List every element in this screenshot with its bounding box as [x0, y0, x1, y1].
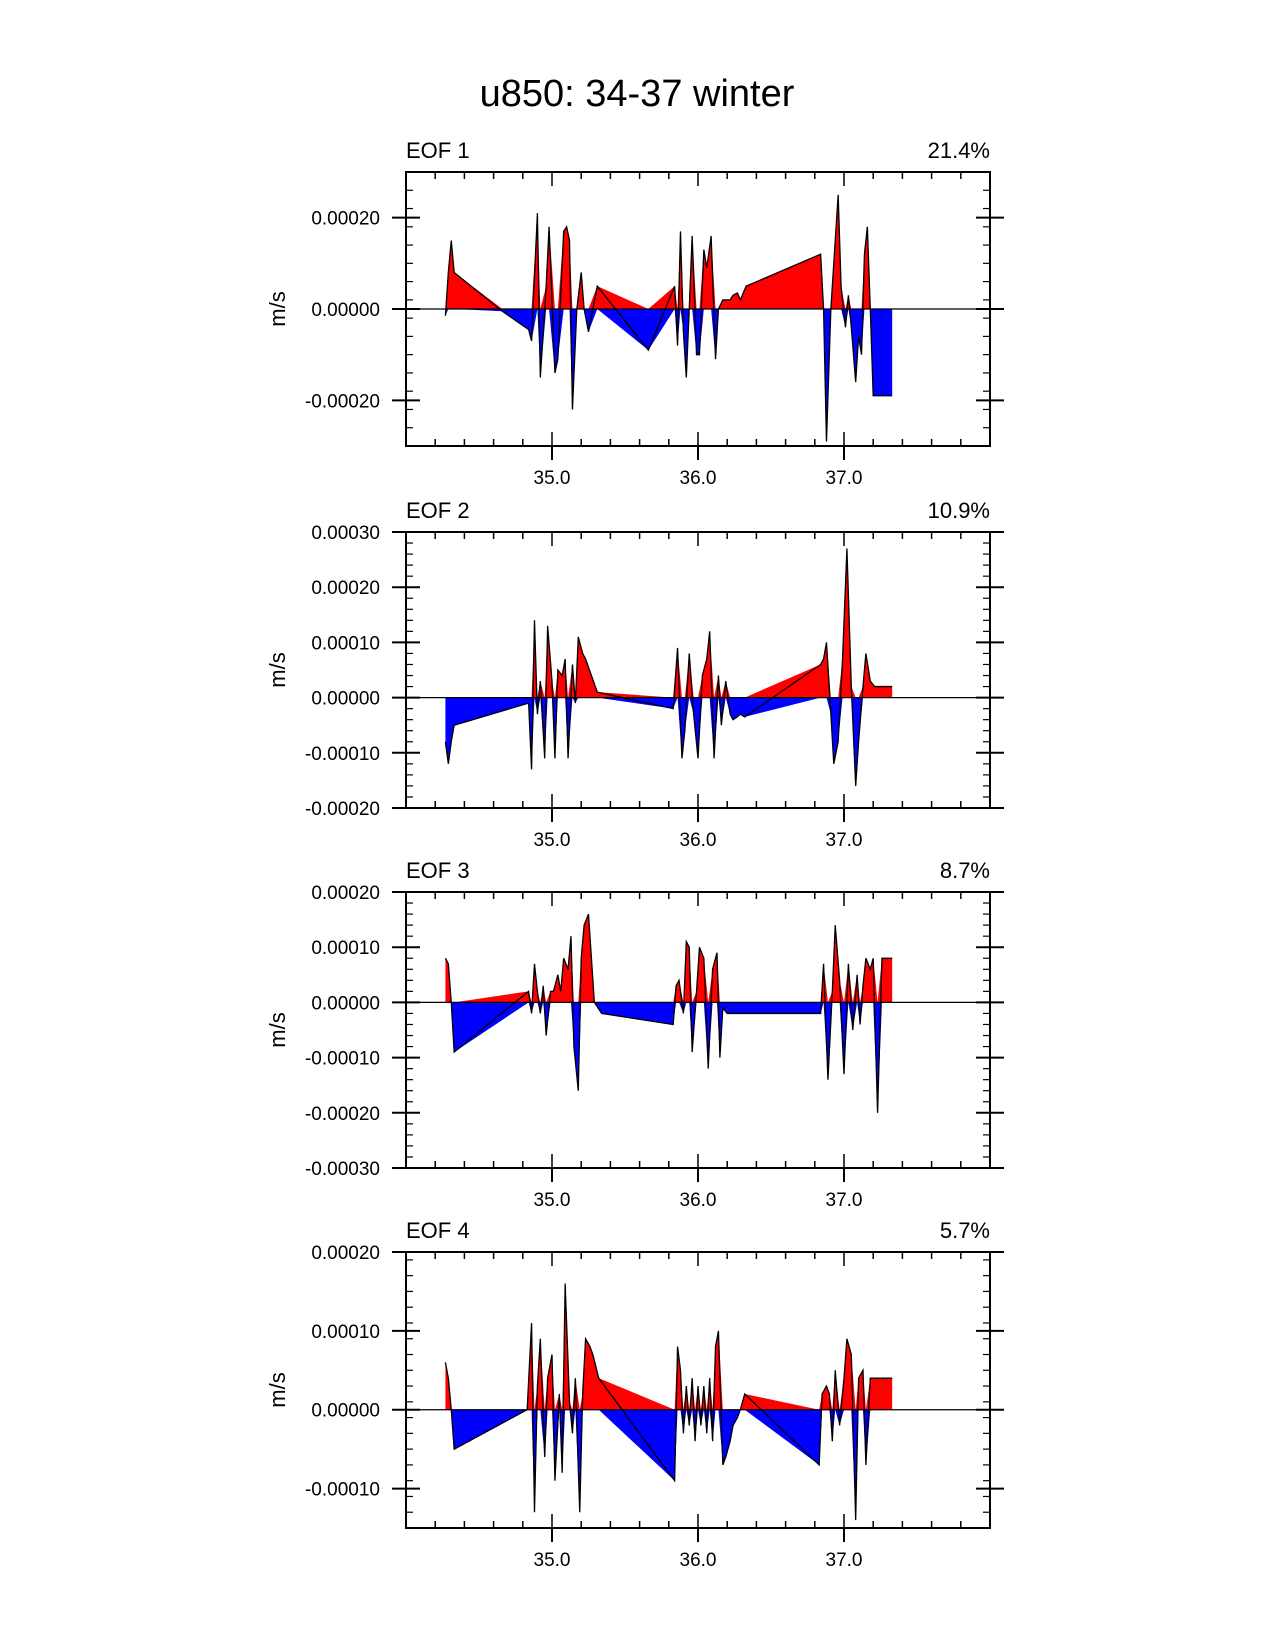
eof-panel-2: EOF 2 10.9% m/s 35.0 36.0 37.0 -0.00020 -0.0001… — [265, 498, 1004, 851]
y-tick-label: 0.00020 — [311, 1243, 380, 1264]
y-tick-label: 0.00020 — [311, 209, 380, 230]
eof-panel-1: EOF 1 21.4% m/s 35.0 36.0 37.0 -0.00020 0.00000… — [265, 138, 1004, 489]
y-tick-label: 0.00000 — [311, 689, 380, 710]
series-line — [444, 913, 893, 1113]
y-tick-label: 0.00010 — [311, 633, 380, 654]
panel-title: EOF 4 — [406, 1218, 470, 1243]
y-axis-label: m/s — [265, 1012, 290, 1047]
variance-percent: 5.7% — [940, 1218, 990, 1243]
series-line — [444, 194, 893, 442]
x-tick-label: 36.0 — [680, 1190, 717, 1211]
positive-area — [445, 548, 893, 698]
y-axis-label: m/s — [265, 652, 290, 687]
x-tick-label: 37.0 — [826, 468, 863, 489]
series-line — [444, 1283, 893, 1521]
y-tick-label: -0.00010 — [305, 744, 380, 765]
plot-frame — [405, 531, 991, 809]
variance-percent: 21.4% — [928, 138, 990, 163]
y-tick-label: -0.00020 — [305, 799, 380, 820]
eof-panel-4: EOF 4 5.7% m/s 35.0 36.0 37.0 -0.00010 0.00000 0… — [265, 1218, 1004, 1571]
y-tick-label: -0.00010 — [305, 1049, 380, 1070]
x-tick-label: 36.0 — [680, 830, 717, 851]
y-tick-label: 0.00010 — [311, 1322, 380, 1343]
x-tick-label: 37.0 — [826, 1550, 863, 1571]
positive-area — [445, 194, 893, 309]
negative-area — [445, 1002, 893, 1113]
panel-title: EOF 2 — [406, 498, 470, 523]
negative-area — [445, 309, 893, 442]
x-tick-label: 35.0 — [534, 468, 571, 489]
x-tick-label: 35.0 — [534, 1550, 571, 1571]
positive-area — [445, 914, 893, 1003]
y-tick-label: 0.00030 — [311, 523, 380, 544]
panel-title: EOF 3 — [406, 858, 470, 883]
x-tick-label: 36.0 — [680, 1550, 717, 1571]
y-tick-label: 0.00020 — [311, 883, 380, 904]
y-tick-label: 0.00010 — [311, 938, 380, 959]
y-axis-label: m/s — [265, 1372, 290, 1407]
y-tick-label: 0.00020 — [311, 578, 380, 599]
y-tick-label: -0.00030 — [305, 1159, 380, 1180]
panels: EOF 1 21.4% m/s 35.0 36.0 37.0 -0.00020 0.00000… — [265, 138, 1004, 1571]
x-tick-label: 36.0 — [680, 468, 717, 489]
negative-area — [445, 1409, 893, 1521]
x-tick-label: 37.0 — [826, 1190, 863, 1211]
x-tick-label: 35.0 — [534, 1190, 571, 1211]
figure-title: u850: 34-37 winter — [480, 73, 795, 115]
variance-percent: 8.7% — [940, 858, 990, 883]
y-axis-label: m/s — [265, 291, 290, 326]
eof-panel-3: EOF 3 8.7% m/s 35.0 36.0 37.0 -0.00030 -0.00020… — [265, 858, 1004, 1211]
y-tick-label: 0.00000 — [311, 993, 380, 1014]
negative-area — [445, 697, 893, 786]
y-tick-label: -0.00020 — [305, 1104, 380, 1125]
series-line — [444, 548, 893, 786]
y-tick-label: -0.00020 — [305, 391, 380, 412]
x-tick-label: 35.0 — [534, 830, 571, 851]
panel-title: EOF 1 — [406, 138, 470, 163]
plot-frame — [405, 891, 991, 1169]
positive-area — [445, 1283, 893, 1410]
variance-percent: 10.9% — [928, 498, 990, 523]
y-tick-label: 0.00000 — [311, 300, 380, 321]
x-tick-label: 37.0 — [826, 830, 863, 851]
y-tick-label: -0.00010 — [305, 1480, 380, 1501]
y-tick-label: 0.00000 — [311, 1401, 380, 1422]
